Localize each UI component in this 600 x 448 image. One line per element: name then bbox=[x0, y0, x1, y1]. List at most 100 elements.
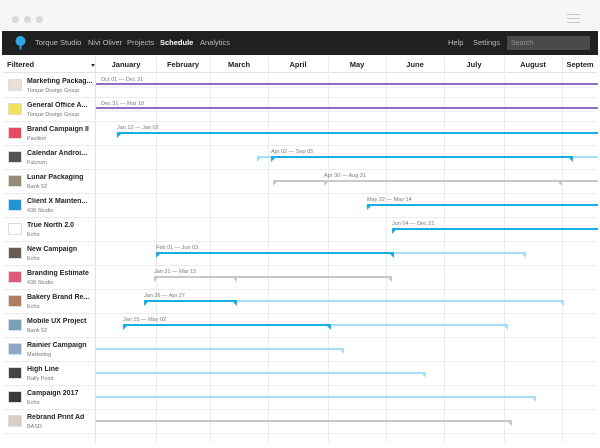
project-row[interactable]: Branding Estimate 438 Studio Jan 31 — Mar … bbox=[2, 266, 598, 290]
sidebar-divider bbox=[95, 57, 96, 443]
project-row[interactable]: Rainier Campaign Marketing bbox=[2, 338, 598, 362]
balloon-logo-icon[interactable] bbox=[15, 36, 26, 50]
project-name[interactable]: Campaign 2017 bbox=[27, 390, 79, 397]
project-row[interactable]: Bakery Brand Re... Echo Jan 26 — Apr 27 bbox=[2, 290, 598, 314]
bar-start-marker[interactable] bbox=[154, 278, 158, 282]
nav-item-help[interactable]: Help bbox=[448, 38, 464, 47]
schedule-bar[interactable] bbox=[154, 276, 237, 278]
nav-item-analytics[interactable]: Analytics bbox=[200, 38, 231, 47]
schedule-bar[interactable] bbox=[96, 348, 344, 350]
schedule-bar[interactable] bbox=[117, 132, 598, 134]
bar-end-marker[interactable] bbox=[558, 182, 562, 186]
project-name[interactable]: Brand Campaign II bbox=[27, 126, 89, 133]
schedule-bar[interactable] bbox=[271, 156, 573, 158]
window-minimize-dot[interactable] bbox=[24, 16, 31, 23]
nav-item-projects[interactable]: Projects bbox=[127, 38, 155, 47]
filter-dropdown[interactable]: Filtered bbox=[7, 57, 95, 73]
bar-start-marker[interactable] bbox=[271, 158, 275, 162]
bar-start-marker[interactable] bbox=[144, 302, 148, 306]
project-name[interactable]: High Line bbox=[27, 366, 59, 373]
bar-start-marker[interactable] bbox=[123, 326, 127, 330]
project-name[interactable]: Mobile UX Project bbox=[27, 318, 87, 325]
bar-start-marker[interactable] bbox=[324, 182, 328, 186]
project-name[interactable]: New Campaign bbox=[27, 246, 78, 253]
project-row[interactable]: Client X Mainten... 438 Studio May 22 — Ma… bbox=[2, 194, 598, 218]
bar-end-marker[interactable] bbox=[532, 398, 536, 402]
project-row[interactable]: Mobile UX Project Bank 52 Jan 15 — May 02 bbox=[2, 314, 598, 338]
search-input[interactable] bbox=[507, 36, 590, 50]
project-name[interactable]: General Office A... bbox=[27, 102, 88, 109]
schedule-bar[interactable] bbox=[144, 300, 237, 302]
nav-item-torque-studio[interactable]: Torque Studio bbox=[35, 38, 82, 47]
title-bar bbox=[0, 0, 600, 30]
bar-start-marker[interactable] bbox=[392, 230, 396, 234]
schedule-bar[interactable] bbox=[96, 396, 536, 398]
project-row[interactable]: New Campaign Echo Feb 01 — Jun 03 bbox=[2, 242, 598, 266]
date-range-label: Apr 02 — Sep 05 bbox=[271, 149, 314, 155]
schedule-bar[interactable] bbox=[324, 180, 562, 182]
nav-item-settings[interactable]: Settings bbox=[473, 38, 501, 47]
bar-end-marker[interactable] bbox=[340, 350, 344, 354]
month-header: March bbox=[227, 60, 251, 69]
bar-end-marker[interactable] bbox=[388, 278, 392, 282]
schedule-bar[interactable] bbox=[156, 252, 394, 254]
project-row[interactable]: General Office A... Torque Design Group De… bbox=[2, 98, 598, 122]
schedule-bar[interactable] bbox=[123, 324, 331, 326]
project-name[interactable]: Client X Mainten... bbox=[27, 198, 88, 205]
project-row[interactable]: Brand Campaign II Pavilion Jan 12 — Jan 02 bbox=[2, 122, 598, 146]
hamburger-icon[interactable] bbox=[567, 14, 580, 23]
project-thumbnail bbox=[8, 343, 22, 355]
schedule-bar-secondary[interactable] bbox=[96, 86, 598, 88]
bar-end-marker[interactable] bbox=[233, 278, 237, 282]
month-header: Septem bbox=[566, 60, 594, 69]
project-thumbnail bbox=[8, 223, 22, 235]
schedule-bar[interactable] bbox=[96, 420, 512, 422]
bar-end-marker[interactable] bbox=[390, 254, 394, 258]
schedule-bar[interactable] bbox=[96, 83, 598, 85]
window-close-dot[interactable] bbox=[12, 16, 19, 23]
project-name[interactable]: True North 2.0 bbox=[27, 222, 75, 229]
date-range-label: Dec 31 — Mar 18 bbox=[101, 101, 145, 107]
schedule-bar[interactable] bbox=[96, 107, 598, 109]
project-client: Fulcrum bbox=[27, 160, 47, 166]
project-row[interactable]: True North 2.0 Echo Jun 04 — Dec 21 bbox=[2, 218, 598, 242]
bar-end-marker[interactable] bbox=[569, 158, 573, 162]
project-row[interactable]: Marketing Packag... Torque Design Group Oc… bbox=[2, 74, 598, 98]
bar-start-marker[interactable] bbox=[273, 182, 277, 186]
project-name[interactable]: Marketing Packag... bbox=[27, 78, 93, 85]
project-name[interactable]: Lunar Packaging bbox=[27, 174, 84, 181]
bar-end-marker[interactable] bbox=[504, 326, 508, 330]
project-name[interactable]: Rebrand Print Ad bbox=[27, 414, 85, 421]
bar-end-marker[interactable] bbox=[422, 374, 426, 378]
bar-end-marker[interactable] bbox=[233, 302, 237, 306]
project-row[interactable]: Rebrand Print Ad BASD bbox=[2, 410, 598, 434]
nav-item-schedule[interactable]: Schedule bbox=[160, 38, 194, 47]
window-maximize-dot[interactable] bbox=[36, 16, 43, 23]
schedule-bar[interactable] bbox=[392, 228, 598, 230]
project-client: Marketing bbox=[27, 352, 52, 358]
schedule-bar-secondary[interactable] bbox=[96, 110, 598, 112]
schedule-bar[interactable] bbox=[96, 372, 426, 374]
filter-label: Filtered bbox=[7, 60, 35, 69]
schedule-bar-secondary[interactable] bbox=[144, 300, 564, 302]
schedule-bar[interactable] bbox=[367, 204, 598, 206]
project-row[interactable]: Calendar Androi... Fulcrum Apr 02 — Sep 05 bbox=[2, 146, 598, 170]
bar-start-marker[interactable] bbox=[117, 134, 121, 138]
project-name[interactable]: Bakery Brand Re... bbox=[27, 294, 90, 301]
bar-start-marker[interactable] bbox=[257, 158, 261, 162]
schedule-bar-secondary[interactable] bbox=[154, 276, 392, 278]
bar-start-marker[interactable] bbox=[156, 254, 160, 258]
bar-end-marker[interactable] bbox=[522, 254, 526, 258]
project-name[interactable]: Rainier Campaign bbox=[27, 342, 87, 349]
bar-end-marker[interactable] bbox=[560, 302, 564, 306]
project-row[interactable]: Campaign 2017 Echo bbox=[2, 386, 598, 410]
project-row[interactable]: Lunar Packaging Bank 52 Apr 30 — Aug 31 bbox=[2, 170, 598, 194]
project-row[interactable]: High Line Rally Point bbox=[2, 362, 598, 386]
project-thumbnail bbox=[8, 415, 22, 427]
bar-end-marker[interactable] bbox=[327, 326, 331, 330]
nav-item-nivi-oliver[interactable]: Nivi Oliver bbox=[88, 38, 123, 47]
project-name[interactable]: Calendar Androi... bbox=[27, 150, 88, 157]
bar-end-marker[interactable] bbox=[508, 422, 512, 426]
project-name[interactable]: Branding Estimate bbox=[27, 270, 89, 277]
bar-start-marker[interactable] bbox=[367, 206, 371, 210]
